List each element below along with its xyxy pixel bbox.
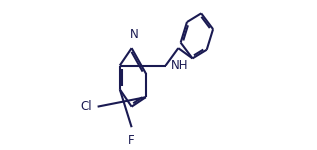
Text: N: N bbox=[130, 28, 139, 41]
Text: NH: NH bbox=[171, 59, 189, 72]
Text: Cl: Cl bbox=[81, 100, 92, 113]
Text: F: F bbox=[128, 134, 135, 147]
